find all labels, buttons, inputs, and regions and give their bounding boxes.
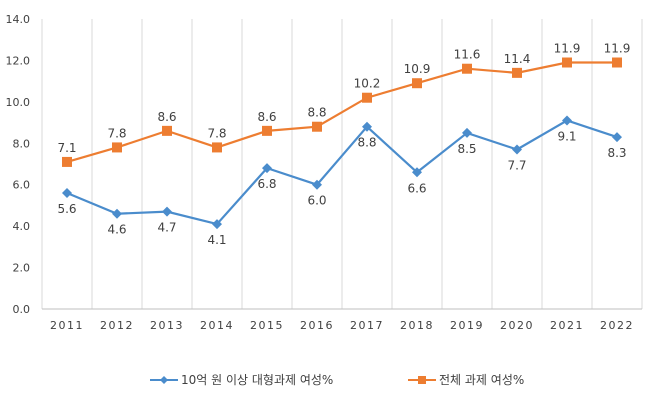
data-label: 7.8 [207, 126, 226, 140]
data-point [112, 208, 122, 219]
legend-label: 전체 과제 여성% [439, 373, 524, 387]
data-point [262, 163, 272, 174]
data-point [412, 78, 422, 89]
data-point [612, 132, 622, 143]
data-label: 9.1 [557, 130, 576, 144]
legend-label: 10억 원 이상 대형과제 여성% [181, 373, 333, 387]
x-tick-label: 2015 [250, 319, 284, 332]
data-label: 5.6 [57, 202, 76, 216]
y-tick-label: 14.0 [6, 13, 31, 26]
legend-marker [418, 376, 426, 384]
data-point [162, 125, 172, 136]
data-label: 7.7 [507, 159, 526, 173]
data-point [512, 67, 522, 78]
y-tick-label: 12.0 [6, 54, 31, 67]
data-point [462, 127, 472, 138]
x-tick-label: 2019 [450, 319, 484, 332]
data-point [412, 167, 422, 178]
data-label: 4.1 [207, 233, 226, 247]
data-point [562, 115, 572, 126]
data-point [362, 92, 372, 103]
data-label: 11.9 [554, 42, 581, 56]
data-point [612, 57, 622, 68]
y-tick-label: 4.0 [13, 220, 31, 233]
data-label: 11.4 [504, 52, 531, 66]
data-label: 7.1 [57, 141, 76, 155]
data-point [312, 179, 322, 190]
data-point [312, 121, 322, 132]
data-point [112, 142, 122, 153]
data-label: 10.9 [404, 62, 431, 76]
data-label: 4.6 [107, 223, 126, 237]
data-point [62, 188, 72, 198]
data-label: 6.6 [407, 181, 426, 195]
data-point [212, 142, 222, 153]
data-point [212, 219, 222, 230]
data-point [562, 57, 572, 68]
data-label: 7.8 [107, 126, 126, 140]
y-tick-label: 10.0 [6, 96, 31, 109]
data-label: 8.6 [257, 110, 276, 124]
x-tick-label: 2013 [150, 319, 184, 332]
data-label: 11.6 [454, 48, 481, 62]
data-point [262, 125, 272, 136]
x-tick-label: 2011 [50, 319, 84, 332]
x-tick-label: 2012 [100, 319, 134, 332]
y-tick-label: 6.0 [13, 179, 31, 192]
data-label: 8.5 [457, 142, 476, 156]
data-label: 11.9 [604, 42, 631, 56]
series-line [66, 119, 618, 226]
data-label: 4.7 [157, 221, 176, 235]
y-tick-label: 8.0 [13, 137, 31, 150]
x-tick-label: 2021 [550, 319, 584, 332]
data-label: 10.2 [354, 77, 381, 91]
legend-marker [160, 376, 168, 384]
data-point [62, 156, 72, 167]
data-label: 6.8 [257, 177, 276, 191]
data-label: 8.8 [357, 136, 376, 150]
x-tick-label: 2017 [350, 319, 384, 332]
data-point [512, 144, 522, 155]
x-tick-label: 2022 [600, 319, 634, 332]
y-tick-label: 0.0 [13, 303, 31, 316]
data-label: 8.6 [157, 110, 176, 124]
x-tick-label: 2014 [200, 319, 234, 332]
x-tick-label: 2016 [300, 319, 334, 332]
data-label: 8.8 [307, 106, 326, 120]
series-line [66, 61, 617, 163]
data-point [462, 63, 472, 74]
data-point [362, 121, 372, 132]
data-point [162, 206, 172, 217]
y-tick-label: 2.0 [13, 262, 31, 275]
data-label: 8.3 [607, 146, 626, 160]
x-tick-label: 2020 [500, 319, 534, 332]
data-label: 6.0 [307, 194, 326, 208]
x-tick-label: 2018 [400, 319, 434, 332]
